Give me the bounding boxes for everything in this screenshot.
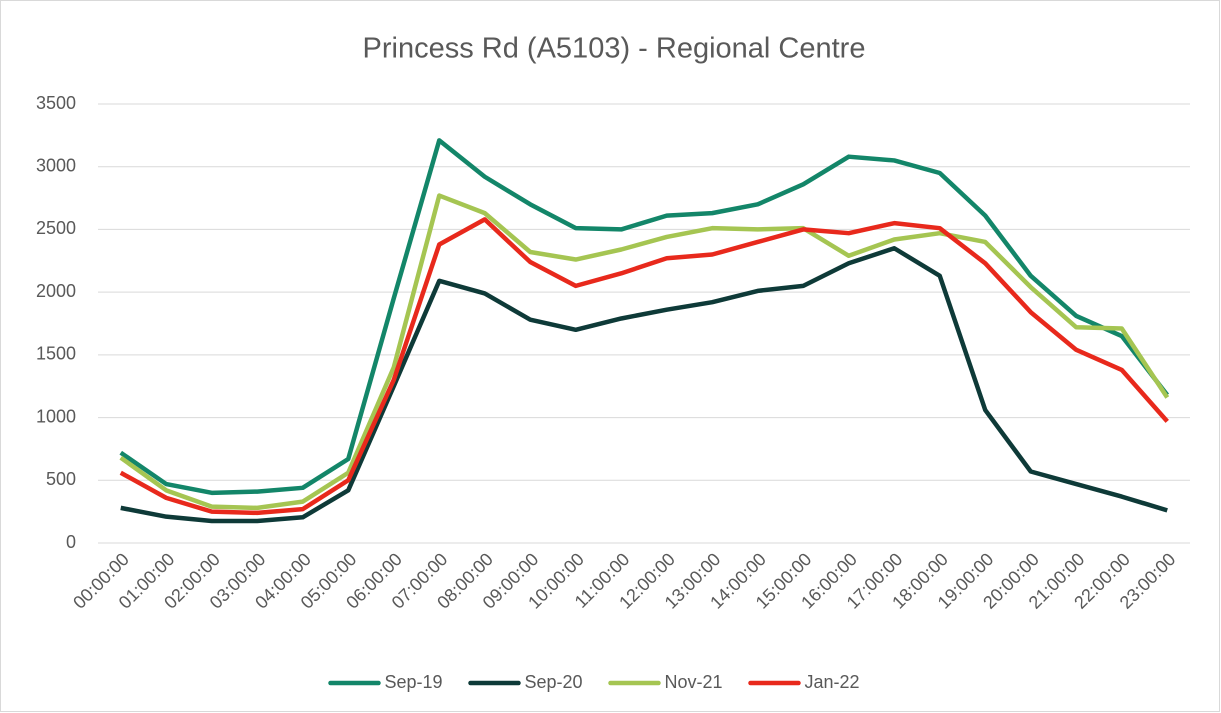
y-tick-label: 3000	[36, 155, 76, 175]
chart-title: Princess Rd (A5103) - Regional Centre	[363, 33, 866, 65]
y-tick-label: 500	[46, 469, 76, 489]
series-line	[119, 138, 1170, 496]
y-tick-label: 2500	[36, 218, 76, 238]
y-tick-label: 1000	[36, 406, 76, 426]
y-tick-label: 2000	[36, 281, 76, 301]
legend-label: Sep-20	[525, 672, 583, 692]
legend-label: Sep-19	[385, 672, 443, 692]
legend-label: Jan-22	[805, 672, 860, 692]
series-line	[119, 217, 1169, 516]
series-line	[119, 193, 1170, 511]
y-tick-label: 1500	[36, 344, 76, 364]
series-line	[120, 245, 1168, 524]
legend-label: Nov-21	[665, 672, 723, 692]
y-tick-label: 3500	[36, 93, 76, 113]
y-tick-label: 0	[66, 532, 76, 552]
